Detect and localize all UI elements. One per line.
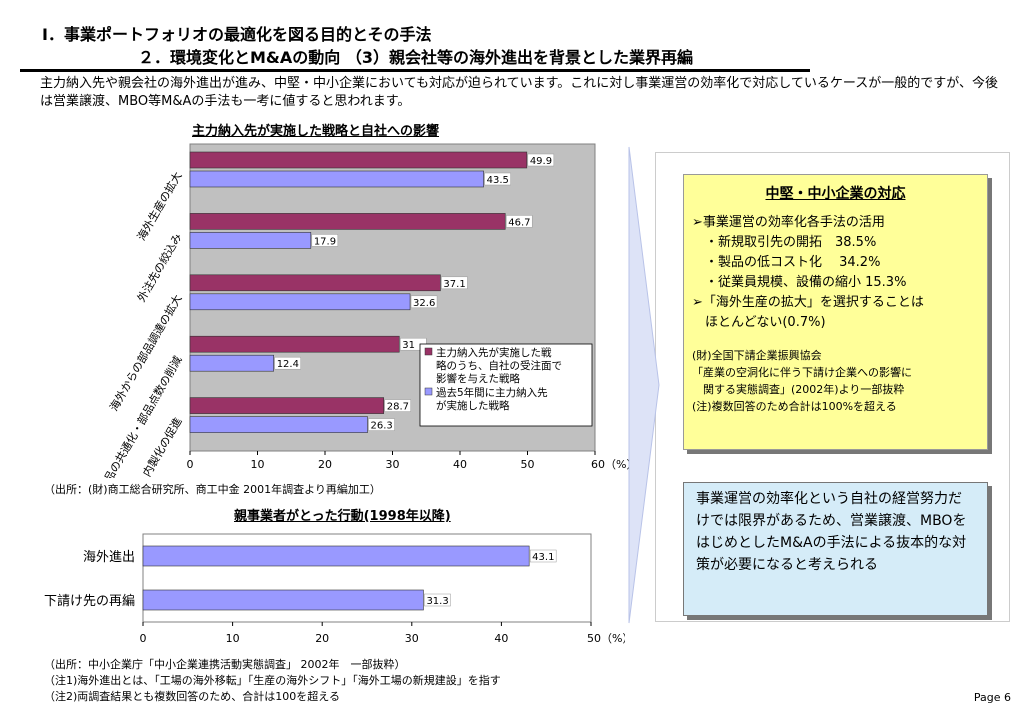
legend-swatch [424, 347, 433, 356]
data-label: 28.7 [387, 402, 409, 413]
response-line: ➢「海外生産の拡大」を選択することは [692, 295, 924, 310]
response-line: ・新規取引先の開拓 38.5% [692, 235, 877, 250]
data-label: 43.5 [487, 175, 509, 186]
chart2-title: 親事業者がとった行動(1998年以降) [234, 509, 451, 524]
bar [142, 545, 530, 567]
title-rule [20, 69, 810, 72]
response-source: (財)全国下請企業振興協会 [692, 349, 822, 362]
data-label: 37.1 [443, 279, 465, 290]
data-label-bg [505, 215, 533, 228]
chart2-notes: （出所：中小企業庁「中小企業連携活動実態調査」 2002年 一部抜粋） （注1)… [44, 657, 501, 705]
data-label-bg [484, 172, 511, 186]
response-source: 関する実態調査」(2002年)より一部抜粋 [692, 383, 905, 396]
data-label: 46.7 [508, 217, 530, 228]
legend-swatch [424, 387, 433, 396]
x-tick-label: 50 [521, 458, 535, 471]
data-label: 43.1 [532, 552, 554, 563]
data-label-bg [424, 593, 451, 607]
sme-response-box: 中堅・中小企業の対応 ➢事業運営の効率化各手法の活用 ・新規取引先の開拓 38.… [683, 174, 988, 450]
x-tick-label: 0 [187, 458, 194, 471]
x-tick-label: 20 [315, 632, 329, 645]
data-label: 32.6 [413, 298, 435, 309]
data-label-bg [527, 153, 555, 167]
bar [189, 232, 312, 249]
slide-subtitle: ２．環境変化とM&Aの動向 （3）親会社等の海外進出を背景とした業界再編 [138, 48, 693, 67]
bar [189, 170, 484, 188]
note-line: （注2)両調査結果とも複数回答のため、合計は100を超える [44, 690, 340, 703]
slide-title: Ⅰ．事業ポートフォリオの最適化を図る目的とその手法 [42, 25, 432, 44]
response-line: ➢事業運営の効率化各手法の活用 [692, 215, 885, 230]
data-label: 12.4 [277, 359, 299, 370]
x-tick-label: 60（%） [591, 458, 635, 471]
page-number: Page 6 [973, 691, 1011, 704]
data-label: 31.3 [426, 596, 448, 607]
x-tick-label: 20 [318, 458, 332, 471]
legend: 主力納入先が実施した戦略のうち、自社の受注面で影響を与えた戦略過去5年間に主力納… [419, 343, 593, 427]
x-tick-label: 40 [453, 458, 467, 471]
data-label-bg [274, 356, 301, 370]
x-tick-label: 30 [405, 632, 419, 645]
response-line: ほとんどない(0.7%) [692, 315, 826, 330]
bar [189, 335, 400, 353]
data-label: 17.9 [314, 236, 336, 247]
category-label: 下請け先の再編 [44, 593, 135, 609]
category-label: 海外進出 [83, 550, 135, 565]
x-tick-label: 0 [140, 632, 147, 645]
chart1-title: 主力納入先が実施した戦略と自社への影響 [192, 124, 440, 139]
sme-response-title: 中堅・中小企業の対応 [765, 186, 906, 202]
legend-label: 主力納入先が実施した戦略のうち、自社の受注面で影響を与えた戦略 [436, 346, 562, 385]
data-label-bg [410, 295, 438, 309]
bar [189, 397, 385, 414]
x-tick-label: 50（%） [587, 632, 625, 645]
data-label-bg [529, 549, 557, 563]
data-label-bg [441, 276, 468, 290]
note-line: （注1)海外進出とは、「工場の海外移転」「生産の海外シフト」「海外工場の新規建設… [44, 674, 501, 687]
bar [189, 354, 274, 372]
x-tick-label: 30 [386, 458, 400, 471]
bar [189, 416, 368, 433]
legend-label: 過去5年間に主力納入先が実施した戦略 [436, 386, 548, 412]
intro-text: 主力納入先や親会社の海外進出が進み、中堅・中小企業においても対応が迫られています… [40, 76, 998, 109]
note-line: （出所：中小企業庁「中小企業連携活動実態調査」 2002年 一部抜粋） [44, 658, 406, 671]
response-line: ・製品の低コスト化 34.2% [692, 255, 881, 270]
data-label: 31 [402, 340, 415, 351]
response-line: ・従業員規模、設備の縮小 15.3% [692, 275, 907, 290]
chevron-right-arrow [628, 146, 660, 624]
data-label-bg [311, 234, 339, 247]
chart2-parent-actions: 0 10 20 30 40 50（%） 43.1 海外進出 31.3 下請け先の再編 [44, 533, 625, 645]
data-label-bg [384, 399, 411, 412]
conclusion-box: 事業運営の効率化という自社の経営努力だけでは限界があるため、営業譲渡、MBOをは… [683, 482, 988, 616]
data-label-bg [368, 418, 395, 431]
category-label: 外注先の絞込み [134, 231, 185, 305]
category-label: 海外からの部品調達の拡大 [106, 292, 184, 413]
x-tick-label: 40 [494, 632, 508, 645]
response-source: 「産業の空洞化に伴う下請け企業への影響に [692, 366, 912, 379]
category-label: 海外生産の拡大 [134, 169, 185, 243]
bar [189, 293, 411, 311]
data-label: 49.9 [530, 156, 552, 167]
bar [189, 213, 506, 230]
chart1-source: （出所：(財)商工総合研究所、商工中金 2001年調査より再編加工） [44, 483, 381, 496]
data-label: 26.3 [371, 421, 393, 432]
bar [189, 151, 528, 169]
response-source: (注)複数回答のため合計は100%を超える [692, 400, 897, 413]
bar [142, 589, 424, 611]
bar [189, 274, 441, 292]
chart1-strategies: 0 10 20 30 40 50 60（%） 49.9 43.5 海外生産の拡大 46.7 17.9 外… [95, 143, 635, 478]
x-tick-label: 10 [226, 632, 240, 645]
legend-box [419, 343, 593, 427]
x-tick-label: 10 [251, 458, 265, 471]
